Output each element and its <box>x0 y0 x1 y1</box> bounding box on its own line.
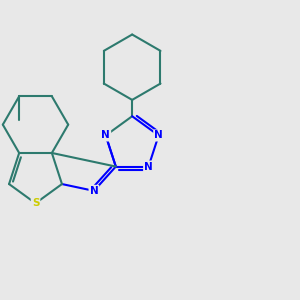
Text: N: N <box>90 186 98 196</box>
Text: N: N <box>154 130 163 140</box>
Text: N: N <box>101 130 110 140</box>
Text: N: N <box>144 162 153 172</box>
Text: S: S <box>32 198 39 208</box>
